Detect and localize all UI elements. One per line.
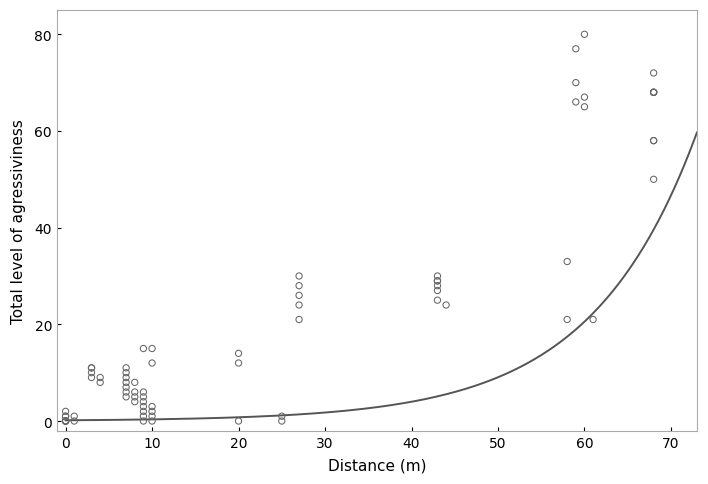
- Point: [579, 104, 590, 111]
- Point: [138, 388, 149, 396]
- Point: [570, 46, 581, 54]
- Point: [69, 417, 80, 425]
- Point: [432, 297, 443, 304]
- Point: [120, 378, 132, 386]
- Point: [293, 302, 304, 309]
- Point: [293, 282, 304, 290]
- Point: [138, 398, 149, 406]
- Point: [138, 417, 149, 425]
- Point: [138, 393, 149, 401]
- Point: [129, 378, 140, 386]
- Point: [233, 350, 244, 358]
- Point: [86, 364, 97, 372]
- Point: [147, 345, 158, 353]
- Point: [293, 272, 304, 280]
- Point: [147, 412, 158, 420]
- Point: [69, 412, 80, 420]
- Point: [60, 417, 72, 425]
- Point: [293, 292, 304, 300]
- Point: [60, 417, 72, 425]
- Point: [570, 79, 581, 87]
- Point: [129, 393, 140, 401]
- Point: [120, 388, 132, 396]
- Point: [60, 417, 72, 425]
- Point: [570, 99, 581, 106]
- Point: [138, 412, 149, 420]
- Point: [138, 345, 149, 353]
- Point: [120, 364, 132, 372]
- Point: [276, 412, 287, 420]
- Point: [138, 408, 149, 415]
- Point: [648, 137, 659, 145]
- Point: [129, 388, 140, 396]
- Point: [120, 374, 132, 381]
- Point: [147, 360, 158, 367]
- Point: [60, 417, 72, 425]
- Point: [432, 272, 443, 280]
- Point: [86, 369, 97, 377]
- X-axis label: Distance (m): Distance (m): [328, 458, 426, 473]
- Point: [432, 277, 443, 285]
- Point: [233, 360, 244, 367]
- Point: [120, 383, 132, 391]
- Point: [432, 282, 443, 290]
- Point: [561, 258, 573, 266]
- Point: [588, 316, 599, 324]
- Point: [129, 398, 140, 406]
- Point: [86, 374, 97, 381]
- Y-axis label: Total level of agressiviness: Total level of agressiviness: [11, 119, 26, 323]
- Point: [648, 89, 659, 97]
- Point: [120, 369, 132, 377]
- Point: [60, 408, 72, 415]
- Point: [86, 364, 97, 372]
- Point: [440, 302, 452, 309]
- Point: [147, 417, 158, 425]
- Point: [233, 417, 244, 425]
- Point: [432, 277, 443, 285]
- Point: [94, 378, 105, 386]
- Point: [648, 70, 659, 77]
- Point: [579, 94, 590, 102]
- Point: [648, 137, 659, 145]
- Point: [648, 176, 659, 184]
- Point: [648, 89, 659, 97]
- Point: [276, 417, 287, 425]
- Point: [60, 417, 72, 425]
- Point: [94, 374, 105, 381]
- Point: [579, 31, 590, 39]
- Point: [60, 412, 72, 420]
- Point: [120, 393, 132, 401]
- Point: [138, 403, 149, 410]
- Point: [147, 403, 158, 410]
- Point: [648, 89, 659, 97]
- Point: [147, 408, 158, 415]
- Point: [60, 412, 72, 420]
- Point: [648, 89, 659, 97]
- Point: [561, 316, 573, 324]
- Point: [432, 287, 443, 295]
- Point: [293, 316, 304, 324]
